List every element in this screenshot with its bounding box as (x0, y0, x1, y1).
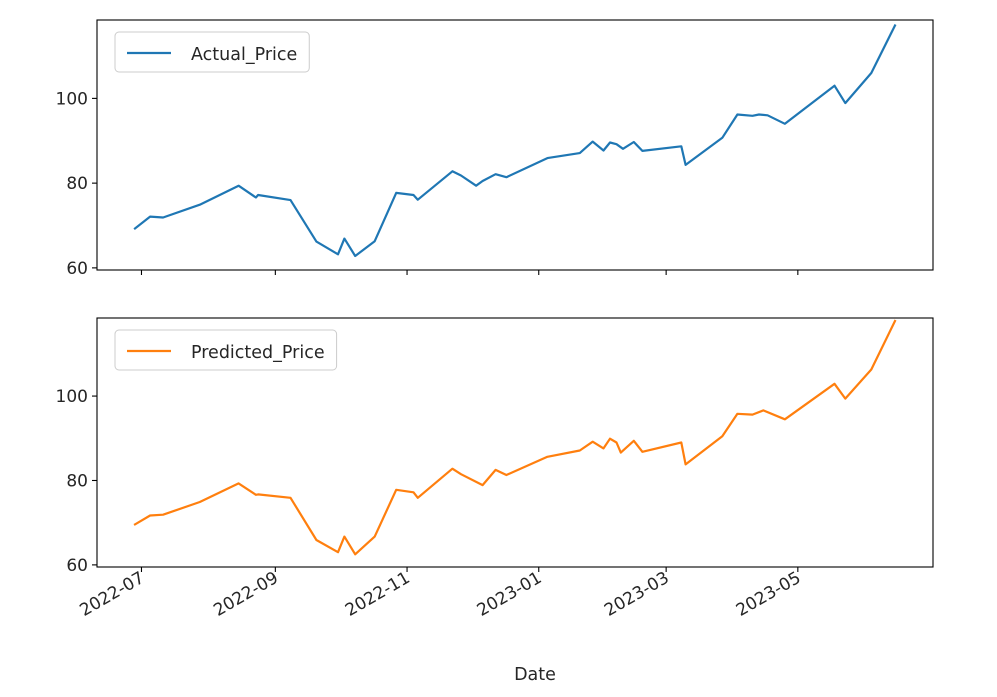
y-tick-label: 100 (56, 387, 88, 407)
legend-label: Actual_Price (191, 45, 297, 65)
series-line-predicted-price (133, 319, 897, 556)
y-ticks: 60 80 100 (56, 89, 97, 279)
y-tick-label: 60 (66, 259, 88, 279)
subplot-actual-price: 60 80 100 Actual_Price (56, 19, 934, 279)
legend: Actual_Price (114, 31, 310, 73)
line-layer (133, 319, 897, 556)
x-axis-label: Date (514, 665, 556, 685)
axes-frame (96, 317, 934, 568)
legend: Predicted_Price (114, 329, 338, 371)
y-ticks: 60 80 100 (56, 387, 97, 576)
axes-frame (96, 19, 934, 271)
y-tick-label: 60 (66, 556, 88, 576)
legend-label: Predicted_Price (191, 343, 325, 363)
legend-box (114, 329, 338, 371)
series-line-actual-price (133, 24, 897, 258)
legend-box (114, 31, 310, 73)
y-tick-label: 80 (66, 471, 88, 491)
y-tick-label: 100 (56, 89, 88, 109)
y-tick-label: 80 (66, 174, 88, 194)
x-ticks (140, 270, 799, 275)
line-layer (133, 24, 897, 258)
